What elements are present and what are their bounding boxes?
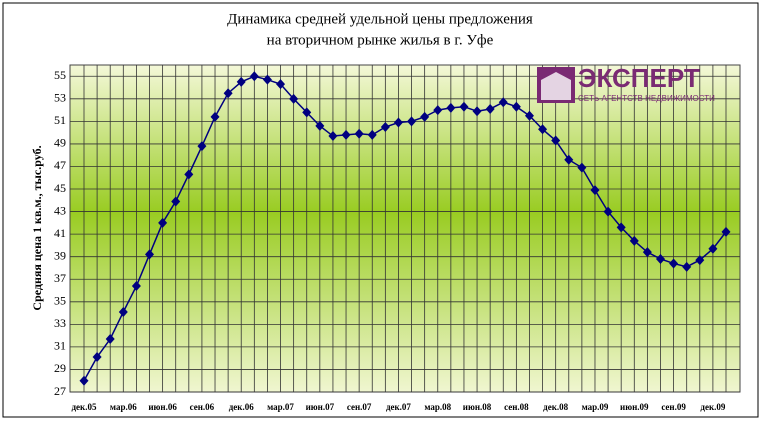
logo-subtitle: СЕТЬ АГЕНТСТВ НЕДВИЖИМОСТИ	[578, 94, 715, 103]
point	[367, 129, 377, 140]
plot-area	[69, 64, 741, 393]
point	[616, 222, 626, 233]
marks	[79, 71, 731, 386]
point	[669, 258, 679, 269]
y-tick-label: 41	[54, 226, 66, 240]
point	[315, 120, 325, 131]
point	[538, 124, 548, 135]
y-tick-label: 37	[54, 271, 66, 285]
series-line	[83, 75, 727, 382]
point	[603, 206, 613, 217]
x-tick-label: июн.07	[306, 402, 335, 412]
y-tick-label: 47	[54, 158, 66, 172]
point	[485, 103, 495, 114]
point	[105, 334, 115, 345]
point	[721, 226, 731, 237]
chart-title: на вторичном рынке жилья в г. Уфе	[267, 32, 494, 48]
point	[577, 162, 587, 173]
point	[407, 116, 417, 127]
point	[131, 281, 141, 292]
point	[564, 154, 574, 165]
point	[420, 111, 430, 122]
x-tick-label: дек.08	[543, 402, 568, 412]
point	[341, 129, 351, 140]
point	[682, 261, 692, 272]
point	[354, 128, 364, 139]
x-tick-label: сен.07	[347, 402, 372, 412]
point	[302, 107, 312, 118]
point	[197, 141, 207, 152]
point	[223, 88, 233, 99]
y-tick-label: 31	[54, 339, 66, 353]
point	[459, 101, 469, 112]
point	[236, 76, 246, 87]
y-tick-label: 29	[54, 361, 66, 375]
point	[642, 247, 652, 258]
point	[433, 105, 443, 116]
point	[145, 249, 155, 260]
x-tick-label: дек.05	[72, 402, 97, 412]
x-tick-label: мар.08	[424, 402, 451, 412]
point	[276, 79, 286, 90]
y-tick-label: 51	[54, 113, 66, 127]
logo: ЭКСПЕРТ СЕТЬ АГЕНТСТВ НЕДВИЖИМОСТИ	[537, 63, 715, 103]
point	[79, 375, 89, 386]
y-tick-label: 33	[54, 316, 66, 330]
point	[393, 117, 403, 128]
x-tick-label: июн.06	[148, 402, 177, 412]
point	[629, 235, 639, 246]
x-tick-label: июн.08	[463, 402, 492, 412]
point	[289, 93, 299, 104]
x-tick-label: дек.06	[229, 402, 254, 412]
y-tick-label: 27	[54, 384, 66, 398]
chart-title: Динамика средней удельной цены предложен…	[227, 11, 533, 27]
point	[655, 253, 665, 264]
y-tick-label: 45	[54, 181, 66, 195]
point	[498, 97, 508, 108]
y-tick-label: 53	[54, 91, 66, 105]
point	[262, 74, 272, 85]
point	[184, 169, 194, 180]
x-tick-label: сен.09	[661, 402, 686, 412]
point	[249, 71, 259, 82]
x-tick-label: мар.06	[110, 402, 137, 412]
x-tick-label: мар.09	[582, 402, 609, 412]
point	[210, 111, 220, 122]
x-tick-label: мар.07	[267, 402, 294, 412]
point	[708, 243, 718, 254]
x-tick-label: июн.09	[620, 402, 649, 412]
point	[92, 352, 102, 363]
logo-house	[541, 72, 571, 100]
y-tick-label: 35	[54, 294, 66, 308]
y-tick-label: 43	[54, 203, 66, 217]
x-tick-label: сен.08	[504, 402, 529, 412]
y-tick-label: 55	[54, 68, 66, 82]
y-tick-label: 39	[54, 248, 66, 262]
point	[171, 196, 181, 207]
x-tick-label: дек.09	[700, 402, 725, 412]
point	[472, 106, 482, 117]
point	[511, 101, 521, 112]
y-tick-label: 49	[54, 136, 66, 150]
logo-title: ЭКСПЕРТ	[578, 63, 700, 93]
point	[328, 131, 338, 142]
point	[695, 255, 705, 266]
x-tick-label: сен.06	[190, 402, 215, 412]
point	[118, 306, 128, 317]
point	[551, 135, 561, 146]
y-axis-label: Средняя цена 1 кв.м., тыс.руб.	[30, 145, 44, 310]
point	[524, 110, 534, 121]
x-tick-label: дек.07	[386, 402, 411, 412]
point	[590, 185, 600, 196]
point	[380, 122, 390, 133]
point	[446, 102, 456, 113]
point	[158, 217, 168, 228]
